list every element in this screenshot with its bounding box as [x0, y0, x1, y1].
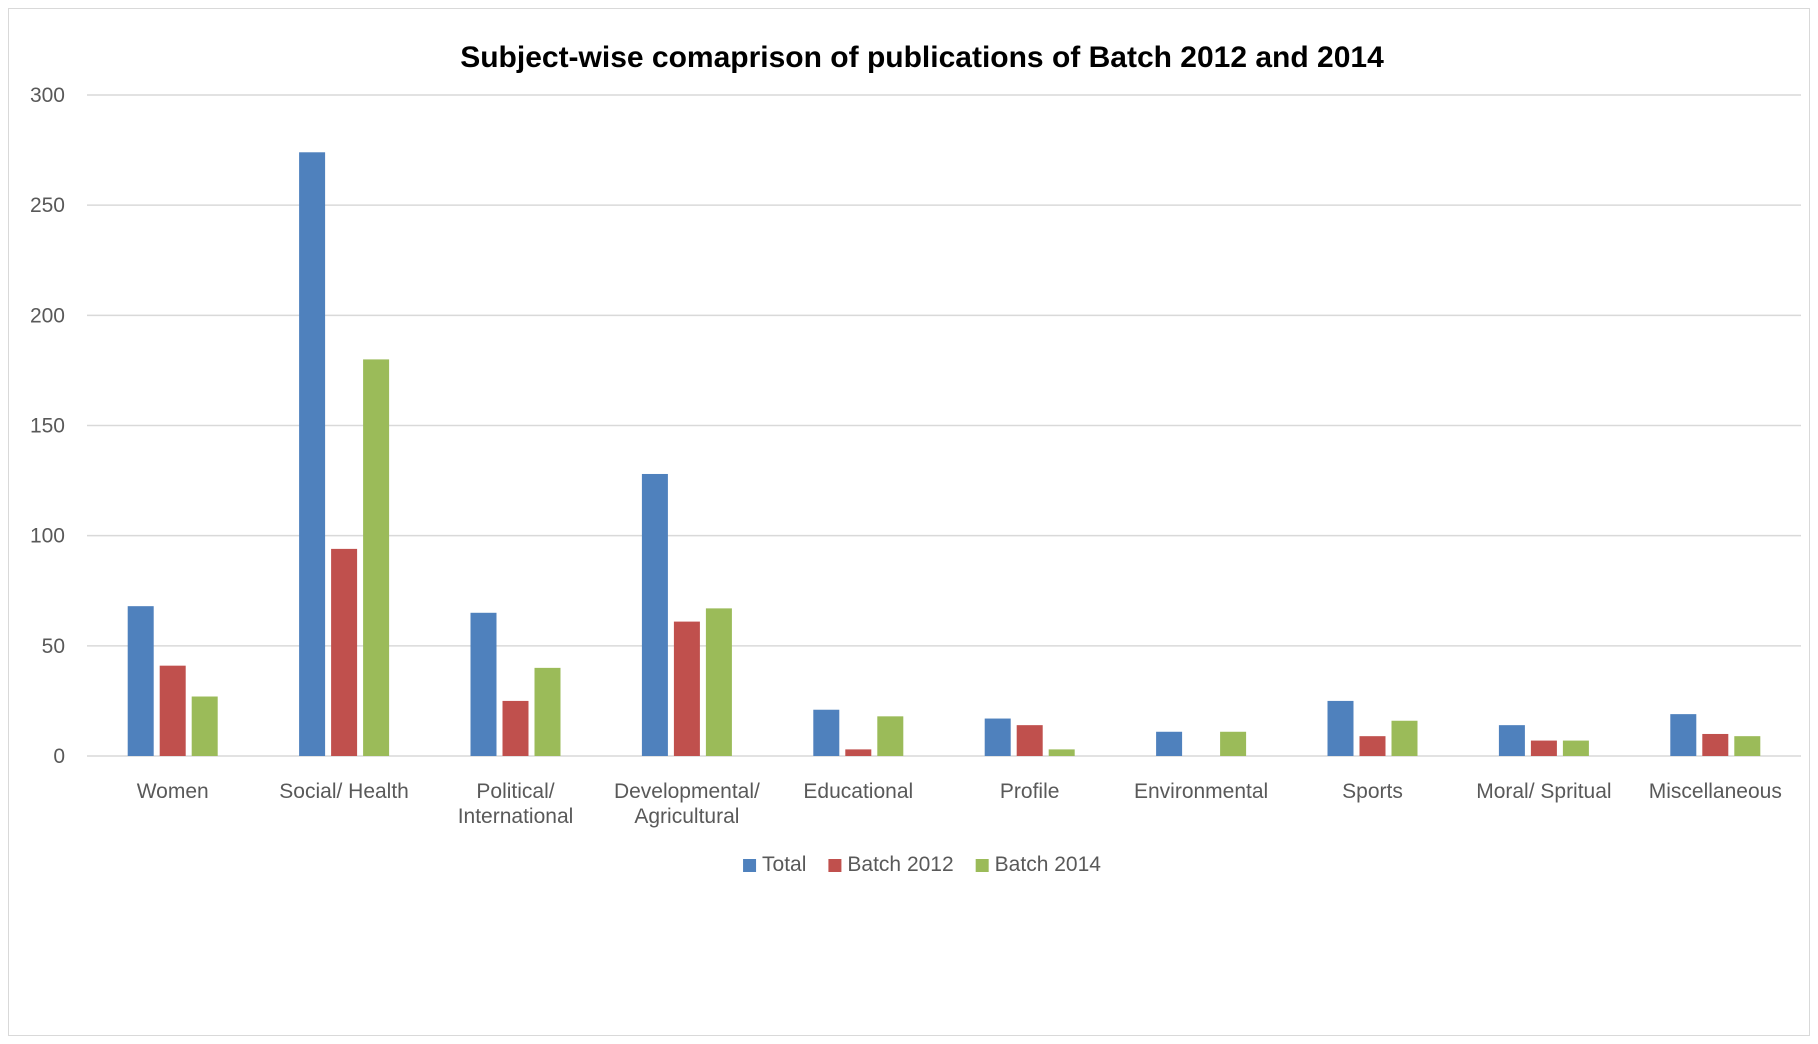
- bar-batch-2014-4: [877, 716, 904, 756]
- bar-batch-2012-0: [159, 665, 186, 756]
- bar-total-0: [127, 606, 154, 756]
- y-axis-ticks: 0 50 100 150 200 250 300: [30, 84, 65, 768]
- x-category-label: Moral/ Spritual: [1476, 780, 1611, 803]
- bar-batch-2014-2: [534, 667, 561, 756]
- bar-batch-2014-7: [1391, 720, 1418, 756]
- legend-label: Batch 2012: [847, 853, 953, 876]
- x-category-label: Social/ Health: [279, 780, 409, 803]
- x-category-label: Educational: [803, 780, 913, 803]
- x-category-label: Miscellaneous: [1649, 780, 1782, 803]
- x-category-label: Profile: [1000, 780, 1060, 803]
- x-category-label: Sports: [1342, 780, 1403, 803]
- bar-batch-2014-0: [191, 696, 218, 756]
- bar-batch-2014-5: [1048, 749, 1075, 756]
- bar-batch-2014-1: [363, 359, 390, 756]
- bar-batch-2014-8: [1562, 740, 1589, 756]
- legend-swatch-batch-2014: [975, 859, 989, 872]
- legend-label: Total: [762, 853, 806, 876]
- bar-batch-2012-9: [1702, 733, 1729, 756]
- x-category-label: Women: [137, 780, 209, 803]
- bar-total-3: [641, 473, 668, 756]
- bar-batch-2012-5: [1016, 725, 1043, 756]
- bar-batch-2014-3: [705, 608, 732, 756]
- legend-swatch-batch-2012: [828, 859, 842, 872]
- x-category-label: Environmental: [1134, 780, 1268, 803]
- y-tick-label: 150: [30, 415, 65, 438]
- chart-title: Subject-wise comaprison of publications …: [460, 41, 1384, 74]
- bars: [127, 152, 1761, 756]
- bar-batch-2012-2: [502, 700, 529, 756]
- x-category-label: Developmental/: [614, 780, 760, 803]
- bar-batch-2012-1: [331, 548, 358, 756]
- bar-batch-2014-6: [1220, 731, 1247, 756]
- bar-batch-2012-3: [673, 621, 700, 756]
- x-category-label: Political/: [476, 780, 554, 803]
- bar-batch-2014-9: [1734, 736, 1761, 756]
- legend: Total Batch 2012 Batch 2014: [743, 853, 1101, 876]
- x-axis-labels: Women Social/ Health Political/Internation…: [137, 780, 1782, 828]
- x-category-label: Agricultural: [634, 805, 739, 828]
- y-tick-label: 200: [30, 304, 65, 327]
- y-tick-label: 50: [42, 635, 65, 658]
- bar-total-8: [1498, 725, 1525, 756]
- bar-total-7: [1327, 700, 1354, 756]
- chart-svg: Subject-wise comaprison of publications …: [30, 41, 1801, 876]
- bar-total-5: [984, 718, 1011, 756]
- bar-batch-2012-7: [1359, 736, 1386, 756]
- bar-batch-2012-8: [1530, 740, 1557, 756]
- legend-label: Batch 2014: [995, 853, 1102, 876]
- y-tick-label: 100: [30, 525, 65, 548]
- bar-total-2: [470, 612, 497, 756]
- bar-total-1: [299, 152, 326, 756]
- bar-total-6: [1156, 731, 1183, 756]
- bar-total-9: [1670, 714, 1697, 756]
- y-tick-label: 0: [53, 745, 65, 768]
- bar-total-4: [813, 709, 840, 756]
- y-tick-label: 250: [30, 194, 65, 217]
- y-tick-label: 300: [30, 84, 65, 107]
- chart-frame: Subject-wise comaprison of publications …: [8, 8, 1810, 1036]
- legend-swatch-total: [743, 859, 757, 872]
- bar-batch-2012-4: [845, 749, 872, 756]
- x-category-label: International: [458, 805, 574, 828]
